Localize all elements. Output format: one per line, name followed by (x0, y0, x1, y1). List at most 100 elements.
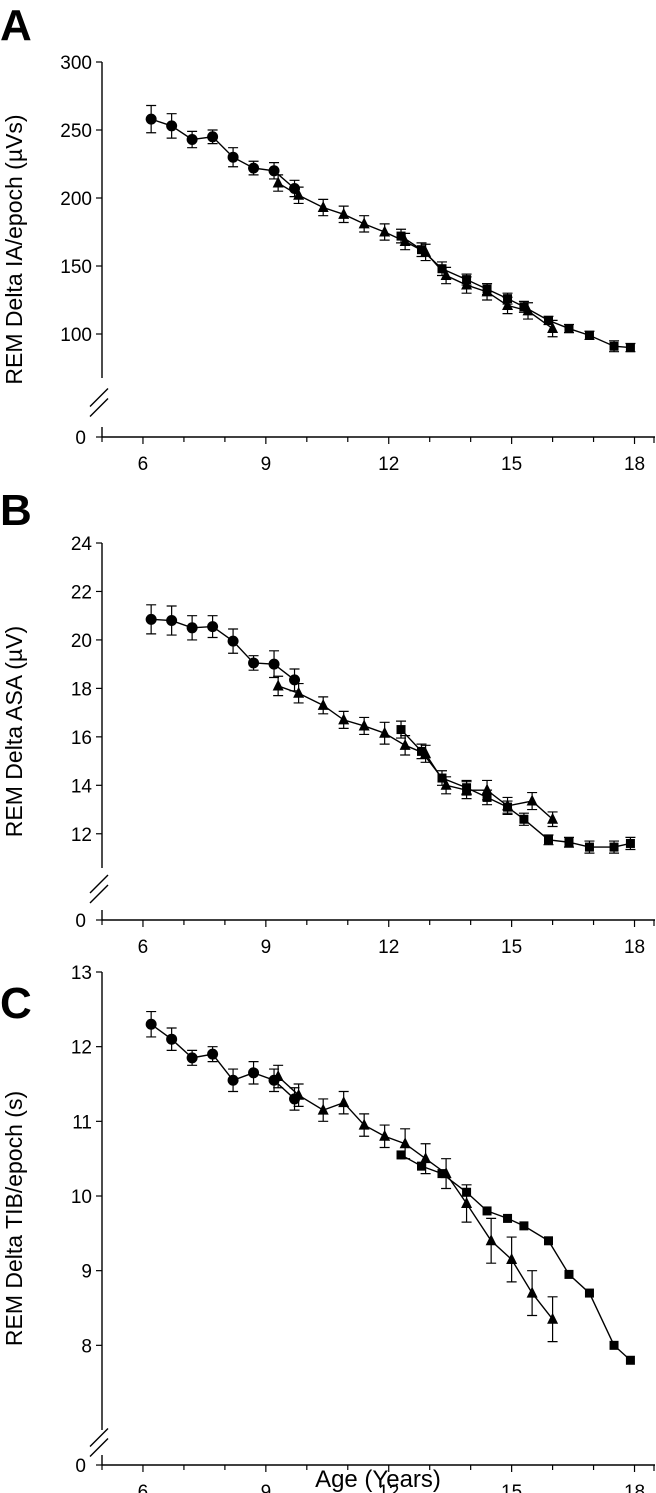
data-point-circle (289, 674, 301, 686)
data-point-triangle (338, 713, 350, 725)
y-tick-label: 20 (71, 631, 92, 652)
panel-c: C 8 9 10 11 12 13 0 6 9 12 15 18 REM Delta TIB/epoch … (0, 963, 655, 1493)
y-tick-label: 8 (81, 1336, 92, 1357)
y-tick-label: 14 (71, 776, 93, 797)
data-point-triangle (379, 1129, 391, 1141)
data-point-triangle (547, 322, 559, 334)
series-circle (145, 604, 301, 692)
data-point-square (543, 315, 553, 325)
series-line (277, 1076, 554, 1320)
data-point-square (503, 1213, 513, 1223)
x-tick-label: 9 (261, 454, 272, 475)
data-point-triangle (293, 686, 305, 698)
y-tick-label: 13 (71, 963, 92, 984)
x-tick-label: 12 (378, 1482, 399, 1493)
data-point-triangle (547, 812, 559, 824)
x-tick-label: 15 (501, 1482, 522, 1493)
data-point-square (543, 1236, 553, 1246)
data-point-triangle (379, 726, 391, 738)
data-point-triangle (379, 225, 391, 237)
panel-label: B (0, 486, 32, 535)
data-point-circle (248, 162, 260, 174)
x-tick-label: 12 (378, 454, 399, 475)
data-point-square (519, 302, 529, 312)
y-tick-label: 11 (72, 1112, 92, 1133)
panel-label: C (0, 979, 32, 1028)
data-point-triangle (526, 1286, 538, 1298)
data-point-square (482, 1206, 492, 1216)
series-line (400, 1154, 631, 1361)
series-circle (145, 1010, 301, 1111)
data-point-triangle (420, 1152, 432, 1164)
panel-label: A (0, 1, 32, 50)
data-point-triangle (440, 778, 452, 790)
x-tick-label: 15 (501, 937, 522, 958)
data-point-square (482, 792, 492, 802)
data-point-square (519, 814, 529, 824)
data-point-square (584, 842, 594, 852)
y-tick-label: 150 (60, 257, 92, 278)
data-point-circle (207, 131, 219, 143)
data-point-square (625, 1355, 635, 1365)
data-point-triangle (506, 1252, 518, 1264)
data-point-triangle (317, 1103, 329, 1115)
data-point-circle (166, 615, 178, 627)
y-tick-label: 100 (60, 325, 92, 346)
data-point-triangle (293, 188, 305, 200)
y-axis-label: REM Delta TIB/epoch (s) (1, 1091, 27, 1346)
data-point-triangle (293, 1088, 305, 1100)
x-tick-label: 6 (138, 937, 149, 958)
x-tick-label: 18 (624, 1482, 645, 1493)
data-point-triangle (461, 1196, 473, 1208)
data-point-square (503, 802, 513, 812)
y-tick-label: 9 (81, 1262, 92, 1283)
x-tick-label: 6 (138, 454, 149, 475)
axis-break-mark (89, 1438, 109, 1457)
data-point-square (564, 837, 574, 847)
data-point-square (396, 231, 406, 241)
data-point-circle (145, 1018, 157, 1030)
series-circle (145, 104, 301, 198)
axis-break-mark (89, 388, 109, 407)
data-point-circle (268, 165, 280, 177)
data-point-circle (166, 120, 178, 132)
axis-break-mark (89, 398, 109, 417)
data-point-circle (227, 635, 239, 647)
panel-b: B 12 14 16 18 20 22 24 0 6 9 12 15 18 REM Delta ASA (µ… (0, 486, 655, 958)
y-axis-label: REM Delta ASA (µV) (1, 626, 27, 837)
data-point-circle (166, 1033, 178, 1045)
data-point-square (584, 1288, 594, 1298)
data-point-triangle (358, 719, 370, 731)
data-point-square (396, 725, 406, 735)
data-point-square (462, 1187, 472, 1197)
data-point-square (462, 275, 472, 285)
data-point-square (417, 245, 427, 255)
data-point-square (417, 746, 427, 756)
x-tick-label: 9 (261, 937, 272, 958)
axis-break-mark (89, 884, 109, 904)
data-point-square (437, 1169, 447, 1179)
y-tick-label: 22 (71, 582, 92, 603)
series-line (400, 235, 631, 349)
y-tick-label: 18 (71, 679, 92, 700)
data-point-triangle (317, 698, 329, 710)
x-axis-label: Age (Years) (315, 1466, 441, 1493)
x-tick-label: 15 (501, 454, 522, 475)
data-point-square (609, 1340, 619, 1350)
data-point-circle (248, 1067, 260, 1079)
data-point-circle (268, 658, 280, 670)
y-tick-label: 200 (60, 189, 92, 210)
series-triangle (272, 675, 559, 828)
x-tick-label: 12 (378, 937, 399, 958)
data-point-circle (186, 1052, 198, 1064)
y-tick-label: 0 (75, 1456, 86, 1477)
data-point-square (503, 294, 513, 304)
data-point-square (584, 330, 594, 340)
data-point-circle (248, 657, 260, 669)
data-point-square (482, 284, 492, 294)
series-line (400, 729, 631, 848)
axis-break-mark (89, 874, 109, 894)
data-point-square (543, 835, 553, 845)
data-point-square (462, 783, 472, 793)
data-point-triangle (338, 1096, 350, 1108)
